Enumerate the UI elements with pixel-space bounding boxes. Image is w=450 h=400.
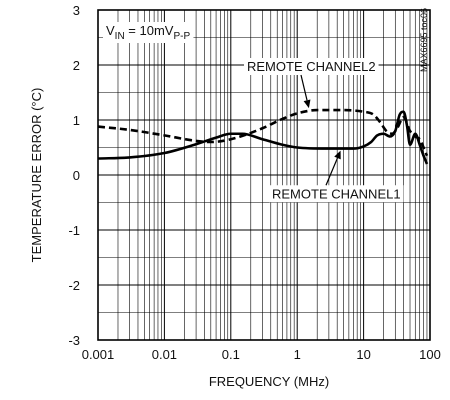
y-tick-label: -3 bbox=[68, 333, 80, 348]
y-tick-label: 3 bbox=[73, 3, 80, 18]
tick-labels: -3 -2 -1 0 1 2 3 0.001 0.01 0.1 1 10 100 bbox=[68, 3, 440, 362]
x-axis-label: FREQUENCY (MHz) bbox=[209, 374, 329, 389]
arrowhead-icon bbox=[334, 150, 341, 160]
x-tick-label: 1 bbox=[294, 347, 301, 362]
annotation-arrow-channel1 bbox=[325, 157, 339, 186]
y-tick-label: 0 bbox=[73, 168, 80, 183]
x-tick-label: 0.1 bbox=[222, 347, 240, 362]
x-tick-label: 10 bbox=[356, 347, 370, 362]
figure-tag: MAX6695 toc06 bbox=[419, 8, 429, 72]
series-line-remote-channel1 bbox=[97, 110, 429, 165]
condition-sub1: IN bbox=[115, 31, 125, 42]
y-tick-label: -1 bbox=[68, 223, 80, 238]
x-tick-label: 0.001 bbox=[82, 347, 115, 362]
condition-label: VIN = 10mVP-P bbox=[103, 22, 194, 43]
y-tick-label: -2 bbox=[68, 278, 80, 293]
plot-frame bbox=[97, 9, 431, 341]
arrowhead-icon bbox=[303, 99, 311, 109]
annotations: REMOTE CHANNEL2 REMOTE CHANNEL1 bbox=[244, 58, 404, 203]
annotation-remote-channel1: REMOTE CHANNEL1 bbox=[272, 186, 401, 201]
y-axis-label: TEMPERATURE ERROR (°C) bbox=[29, 88, 44, 263]
annotation-remote-channel2: REMOTE CHANNEL2 bbox=[247, 59, 376, 74]
svg-text:VIN = 10mVP-P: VIN = 10mVP-P bbox=[106, 23, 190, 42]
condition-mid: = 10mV bbox=[125, 23, 174, 38]
series-layer bbox=[97, 108, 429, 165]
y-tick-label: 2 bbox=[73, 58, 80, 73]
x-tick-label: 100 bbox=[419, 347, 441, 362]
grid bbox=[97, 9, 430, 341]
condition-sub2: P-P bbox=[173, 31, 190, 42]
condition-prefix: V bbox=[106, 23, 115, 38]
x-tick-label: 0.01 bbox=[152, 347, 177, 362]
y-tick-label: 1 bbox=[73, 113, 80, 128]
annotation-arrow-channel2 bbox=[300, 74, 308, 101]
